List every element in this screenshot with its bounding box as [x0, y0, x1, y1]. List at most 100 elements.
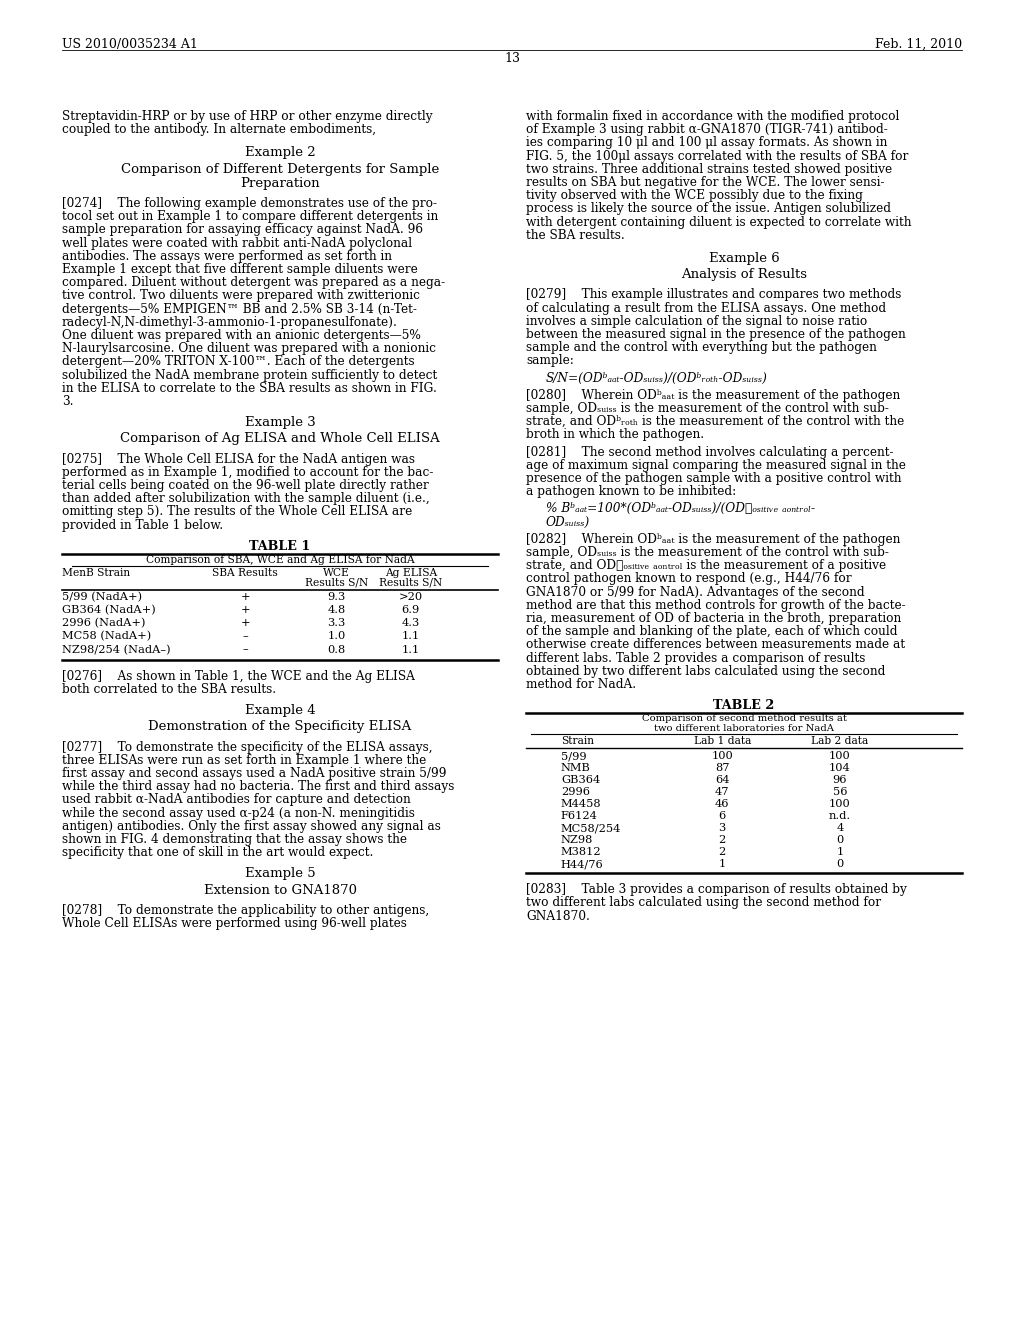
Text: Example 1 except that five different sample diluents were: Example 1 except that five different sam… [62, 263, 418, 276]
Text: S/N=(ODᵇₐₐₜ-ODₛᵤᵢₛₛ)/(ODᵇᵣₒₜₕ-ODₛᵤᵢₛₛ): S/N=(ODᵇₐₐₜ-ODₛᵤᵢₛₛ)/(ODᵇᵣₒₜₕ-ODₛᵤᵢₛₛ) [546, 372, 768, 384]
Text: Comparison of Ag ELISA and Whole Cell ELISA: Comparison of Ag ELISA and Whole Cell EL… [120, 433, 440, 445]
Text: Ag ELISA: Ag ELISA [385, 568, 437, 578]
Text: coupled to the antibody. In alternate embodiments,: coupled to the antibody. In alternate em… [62, 123, 376, 136]
Text: Feb. 11, 2010: Feb. 11, 2010 [874, 38, 962, 51]
Text: N-laurylsarcosine. One diluent was prepared with a nonionic: N-laurylsarcosine. One diluent was prepa… [62, 342, 436, 355]
Text: 96: 96 [833, 775, 847, 785]
Text: 46: 46 [715, 799, 729, 809]
Text: sample:: sample: [526, 354, 573, 367]
Text: [0283]    Table 3 provides a comparison of results obtained by: [0283] Table 3 provides a comparison of … [526, 883, 907, 896]
Text: TABLE 1: TABLE 1 [250, 540, 310, 553]
Text: [0277]    To demonstrate the specificity of the ELISA assays,: [0277] To demonstrate the specificity of… [62, 741, 432, 754]
Text: % Bᵇₐₐₜ=100*(ODᵇₐₐₜ-ODₛᵤᵢₛₛ)/(OD₟ₒₛᵢₜᵢᵥₑ ₐₒₙₜᵣₒₗ-: % Bᵇₐₐₜ=100*(ODᵇₐₐₜ-ODₛᵤᵢₛₛ)/(OD₟ₒₛᵢₜᵢᵥₑ… [546, 503, 815, 515]
Text: otherwise create differences between measurements made at: otherwise create differences between mea… [526, 639, 905, 651]
Text: Results S/N: Results S/N [305, 578, 369, 587]
Text: in the ELISA to correlate to the SBA results as shown in FIG.: in the ELISA to correlate to the SBA res… [62, 381, 437, 395]
Text: GNA1870 or 5/99 for NadA). Advantages of the second: GNA1870 or 5/99 for NadA). Advantages of… [526, 586, 864, 598]
Text: strate, and OD₟ₒₛᵢₜᵢᵥₑ ₐₒₙₜᵣₒₗ is the measurement of a positive: strate, and OD₟ₒₛᵢₜᵢᵥₑ ₐₒₙₜᵣₒₗ is the me… [526, 560, 886, 572]
Text: [0276]    As shown in Table 1, the WCE and the Ag ELISA: [0276] As shown in Table 1, the WCE and … [62, 669, 415, 682]
Text: 6.9: 6.9 [401, 605, 420, 615]
Text: [0275]    The Whole Cell ELISA for the NadA antigen was: [0275] The Whole Cell ELISA for the NadA… [62, 453, 415, 466]
Text: 64: 64 [715, 775, 729, 785]
Text: [0280]    Wherein ODᵇₐₐₜ is the measurement of the pathogen: [0280] Wherein ODᵇₐₐₜ is the measurement… [526, 389, 900, 401]
Text: Example 6: Example 6 [709, 252, 779, 265]
Text: Results S/N: Results S/N [379, 578, 442, 587]
Text: 9.3: 9.3 [328, 591, 346, 602]
Text: 1.1: 1.1 [401, 631, 420, 642]
Text: 2996 (NadA+): 2996 (NadA+) [62, 618, 145, 628]
Text: One diluent was prepared with an anionic detergents—5%: One diluent was prepared with an anionic… [62, 329, 421, 342]
Text: 87: 87 [715, 763, 729, 774]
Text: well plates were coated with rabbit anti-NadA polyclonal: well plates were coated with rabbit anti… [62, 236, 412, 249]
Text: NZ98: NZ98 [561, 836, 593, 845]
Text: H44/76: H44/76 [561, 859, 603, 869]
Text: M4458: M4458 [561, 799, 601, 809]
Text: [0281]    The second method involves calculating a percent-: [0281] The second method involves calcul… [526, 446, 894, 458]
Text: age of maximum signal comparing the measured signal in the: age of maximum signal comparing the meas… [526, 459, 906, 471]
Text: 1: 1 [719, 859, 726, 869]
Text: of calculating a result from the ELISA assays. One method: of calculating a result from the ELISA a… [526, 301, 886, 314]
Text: 100: 100 [829, 799, 851, 809]
Text: 100: 100 [712, 751, 733, 762]
Text: tive control. Two diluents were prepared with zwitterionic: tive control. Two diluents were prepared… [62, 289, 420, 302]
Text: broth in which the pathogen.: broth in which the pathogen. [526, 429, 705, 441]
Text: obtained by two different labs calculated using the second: obtained by two different labs calculate… [526, 665, 886, 677]
Text: Comparison of Different Detergents for Sample: Comparison of Different Detergents for S… [121, 162, 439, 176]
Text: 1.1: 1.1 [401, 644, 420, 655]
Text: compared. Diluent without detergent was prepared as a nega-: compared. Diluent without detergent was … [62, 276, 445, 289]
Text: –: – [243, 644, 248, 655]
Text: Preparation: Preparation [241, 177, 319, 190]
Text: MC58/254: MC58/254 [561, 824, 622, 833]
Text: >20: >20 [398, 591, 423, 602]
Text: solubilized the NadA membrane protein sufficiently to detect: solubilized the NadA membrane protein su… [62, 368, 437, 381]
Text: [0278]    To demonstrate the applicability to other antigens,: [0278] To demonstrate the applicability … [62, 904, 429, 917]
Text: +: + [241, 605, 250, 615]
Text: 2: 2 [719, 836, 726, 845]
Text: n.d.: n.d. [828, 812, 851, 821]
Text: omitting step 5). The results of the Whole Cell ELISA are: omitting step 5). The results of the Who… [62, 506, 413, 519]
Text: 5/99: 5/99 [561, 751, 587, 762]
Text: sample, ODₛᵤᵢₛₛ is the measurement of the control with sub-: sample, ODₛᵤᵢₛₛ is the measurement of th… [526, 403, 889, 414]
Text: terial cells being coated on the 96-well plate directly rather: terial cells being coated on the 96-well… [62, 479, 429, 492]
Text: [0279]    This example illustrates and compares two methods: [0279] This example illustrates and comp… [526, 288, 901, 301]
Text: 4: 4 [837, 824, 844, 833]
Text: TABLE 2: TABLE 2 [714, 700, 774, 713]
Text: while the third assay had no bacteria. The first and third assays: while the third assay had no bacteria. T… [62, 780, 455, 793]
Text: sample, ODₛᵤᵢₛₛ is the measurement of the control with sub-: sample, ODₛᵤᵢₛₛ is the measurement of th… [526, 546, 889, 558]
Text: Lab 1 data: Lab 1 data [693, 737, 751, 746]
Text: 0.8: 0.8 [328, 644, 346, 655]
Text: Streptavidin-HRP or by use of HRP or other enzyme directly: Streptavidin-HRP or by use of HRP or oth… [62, 110, 432, 123]
Text: Comparison of second method results at: Comparison of second method results at [642, 714, 847, 723]
Text: [0274]    The following example demonstrates use of the pro-: [0274] The following example demonstrate… [62, 197, 437, 210]
Text: 2996: 2996 [561, 787, 590, 797]
Text: GNA1870.: GNA1870. [526, 909, 590, 923]
Text: three ELISAs were run as set forth in Example 1 where the: three ELISAs were run as set forth in Ex… [62, 754, 426, 767]
Text: first assay and second assays used a NadA positive strain 5/99: first assay and second assays used a Nad… [62, 767, 446, 780]
Text: 104: 104 [829, 763, 851, 774]
Text: different labs. Table 2 provides a comparison of results: different labs. Table 2 provides a compa… [526, 652, 865, 664]
Text: detergent—20% TRITON X-100™. Each of the detergents: detergent—20% TRITON X-100™. Each of the… [62, 355, 415, 368]
Text: 4.8: 4.8 [328, 605, 346, 615]
Text: +: + [241, 618, 250, 628]
Text: shown in FIG. 4 demonstrating that the assay shows the: shown in FIG. 4 demonstrating that the a… [62, 833, 407, 846]
Text: ies comparing 10 μl and 100 μl assay formats. As shown in: ies comparing 10 μl and 100 μl assay for… [526, 136, 888, 149]
Text: Example 3: Example 3 [245, 416, 315, 429]
Text: process is likely the source of the issue. Antigen solubilized: process is likely the source of the issu… [526, 202, 891, 215]
Text: both correlated to the SBA results.: both correlated to the SBA results. [62, 682, 276, 696]
Text: Extension to GNA1870: Extension to GNA1870 [204, 883, 356, 896]
Text: 47: 47 [715, 787, 729, 797]
Text: 1: 1 [837, 847, 844, 857]
Text: Example 2: Example 2 [245, 147, 315, 160]
Text: GB364: GB364 [561, 775, 600, 785]
Text: ODₛᵤᵢₛₛ): ODₛᵤᵢₛₛ) [546, 516, 590, 528]
Text: 2: 2 [719, 847, 726, 857]
Text: Lab 2 data: Lab 2 data [811, 737, 868, 746]
Text: provided in Table 1 below.: provided in Table 1 below. [62, 519, 223, 532]
Text: method for NadA.: method for NadA. [526, 678, 636, 690]
Text: Whole Cell ELISAs were performed using 96-well plates: Whole Cell ELISAs were performed using 9… [62, 917, 407, 931]
Text: with detergent containing diluent is expected to correlate with: with detergent containing diluent is exp… [526, 215, 911, 228]
Text: strate, and ODᵇᵣₒₜₕ is the measurement of the control with the: strate, and ODᵇᵣₒₜₕ is the measurement o… [526, 416, 904, 428]
Text: sample and the control with everything but the pathogen: sample and the control with everything b… [526, 341, 877, 354]
Text: NZ98/254 (NadA–): NZ98/254 (NadA–) [62, 644, 171, 655]
Text: Example 5: Example 5 [245, 867, 315, 880]
